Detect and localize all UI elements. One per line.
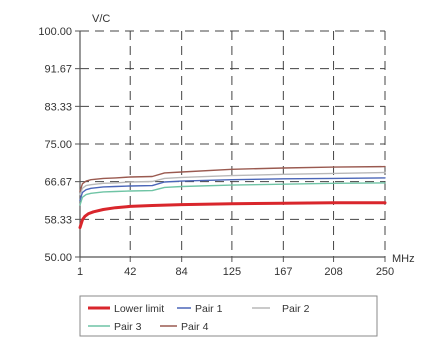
- y-tick-labels: 100.00 91.67 83.33 75.00 66.67 58.33 50.00: [38, 26, 72, 264]
- series-line-pair-3: [79, 182, 386, 206]
- series-line-pair-2: [79, 171, 386, 196]
- axes: [79, 31, 385, 258]
- x-tick-labels: 1 42 84 125 167 208 250: [77, 266, 394, 278]
- x-tick-label: 208: [324, 266, 342, 278]
- y-tick-label: 100.00: [38, 26, 72, 38]
- y-tick-label: 83.33: [44, 101, 72, 113]
- legend: Lower limit Pair 1 Pair 2 Pair 3 Pair 4: [79, 295, 378, 337]
- y-tick-label: 91.67: [44, 64, 72, 76]
- x-axis-label: MHz: [392, 253, 415, 265]
- y-tick-label: 58.33: [44, 214, 72, 226]
- legend-label-lower-limit: Lower limit: [114, 303, 164, 315]
- y-tick-label: 75.00: [44, 139, 72, 151]
- legend-label-pair-1: Pair 1: [195, 303, 223, 315]
- series-lines: [78, 165, 387, 230]
- x-tick-label: 1: [77, 266, 83, 278]
- y-tick-label: 66.67: [44, 177, 72, 189]
- x-tick-label: 84: [176, 266, 188, 278]
- series-line-lower-limit: [78, 201, 387, 230]
- series-line-pair-1: [79, 177, 386, 202]
- x-tick-label: 125: [223, 266, 241, 278]
- legend-label-pair-2: Pair 2: [282, 303, 310, 315]
- x-tick-label: 167: [274, 266, 292, 278]
- series-line-pair-4: [79, 165, 386, 193]
- legend-label-pair-3: Pair 3: [114, 321, 142, 333]
- x-tick-label: 250: [376, 266, 394, 278]
- legend-label-pair-4: Pair 4: [181, 321, 209, 333]
- y-axis-label: V/C: [92, 13, 110, 25]
- y-tick-label: 50.00: [44, 252, 72, 264]
- x-tick-label: 42: [124, 266, 136, 278]
- legend-box: [79, 295, 378, 337]
